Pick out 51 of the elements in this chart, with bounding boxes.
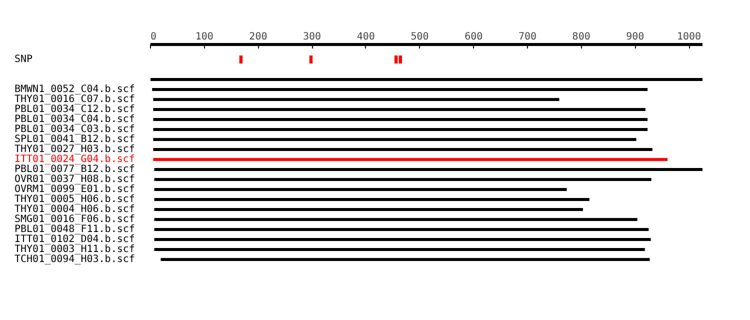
bar [154, 178, 652, 181]
bar [398, 56, 402, 64]
x-tick-label: 600 [464, 32, 483, 42]
y-tick-label: SNP [14, 54, 33, 65]
bar [309, 56, 313, 64]
x-tick-label: 400 [356, 32, 375, 42]
y-tick-label: PBL01_0048_F11.b.scf [14, 224, 135, 235]
y-tick-label: PBL01_0034_C04.b.scf [14, 114, 135, 125]
bar [154, 198, 590, 201]
bar [160, 258, 650, 261]
bar [153, 118, 648, 121]
x-tick-label: 900 [626, 32, 644, 42]
y-tick-label: SMG01_0016_F06.b.scf [14, 214, 135, 225]
y-tick-label: ITT01_0102_D04.b.scf [14, 234, 135, 245]
bar [239, 56, 243, 64]
y-tick-label: THY01_0003_H11.b.scf [14, 244, 135, 255]
bar [150, 78, 702, 81]
x-tick-label: 100 [195, 32, 214, 42]
x-tick-label: 800 [572, 32, 590, 42]
bar [394, 56, 398, 64]
y-tick-label: THY01_0005_H06.b.scf [14, 194, 135, 205]
x-tick-label: 0 [150, 32, 157, 42]
y-tick-label: THY01_0004_H06.b.scf [14, 204, 135, 215]
bar [153, 128, 648, 131]
y-tick-label: ITT01_0024_G04.b.scf [14, 154, 135, 165]
bar [154, 208, 583, 211]
bar [153, 138, 636, 141]
bar [154, 188, 567, 191]
y-tick-label: PBL01_0077_B12.b.scf [14, 164, 135, 175]
bar [152, 88, 648, 91]
y-tick-label: PBL01_0034_C12.b.scf [14, 104, 135, 115]
x-tick-label: 500 [410, 32, 429, 42]
x-tick-label: 1000 [676, 32, 702, 42]
bar [154, 248, 645, 251]
x-tick-label: 700 [518, 32, 537, 42]
bar [153, 108, 646, 111]
bar [153, 148, 652, 151]
y-tick-label: THY01_0027_H03.b.scf [14, 144, 135, 155]
x-tick-label: 300 [303, 32, 322, 42]
bar [154, 228, 649, 231]
y-tick-label: OVR01_0037_H08.b.scf [14, 174, 135, 185]
y-tick-label: PBL01_0034_C03.b.scf [14, 124, 135, 135]
y-tick-label: SPL01_0041_B12.b.scf [14, 134, 135, 145]
y-tick-label: TCH01_0094_H03.b.scf [14, 254, 135, 265]
y-tick-label: OVRM1_0099_E01.b.scf [14, 184, 135, 195]
y-tick-label: THY01_0016_C07.b.scf [14, 94, 135, 105]
bar [153, 98, 560, 101]
bar [154, 218, 638, 221]
bar [154, 238, 651, 241]
y-tick-label: BMWN1_0052_C04.b.scf [14, 84, 135, 95]
x-tick-label: 200 [249, 32, 268, 42]
